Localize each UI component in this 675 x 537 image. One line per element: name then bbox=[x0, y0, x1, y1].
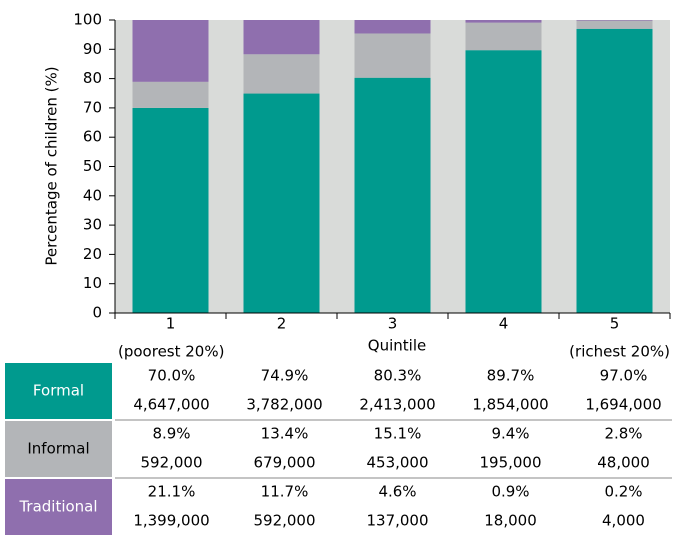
table-percent: 0.9% bbox=[491, 483, 529, 501]
table-count: 4,647,000 bbox=[133, 396, 209, 414]
table-count: 592,000 bbox=[253, 512, 315, 530]
y-tick-label: 70 bbox=[83, 98, 102, 116]
bar-segment bbox=[576, 20, 653, 21]
bar-segment bbox=[243, 20, 320, 55]
bar-segment bbox=[243, 93, 320, 313]
y-axis-label: Percentage of children (%) bbox=[43, 66, 61, 265]
bar-segment bbox=[576, 28, 653, 313]
y-tick-label: 100 bbox=[73, 11, 102, 29]
table-count: 1,694,000 bbox=[585, 396, 661, 414]
legend-swatch bbox=[5, 421, 112, 477]
x-tick-label: 4 bbox=[499, 315, 509, 333]
table-count: 3,782,000 bbox=[246, 396, 322, 414]
y-tick-label: 10 bbox=[83, 274, 102, 292]
legend-swatch bbox=[5, 363, 112, 419]
x-tick-label: 3 bbox=[388, 315, 398, 333]
table-count: 592,000 bbox=[140, 454, 202, 472]
x-axis-label: Quintile bbox=[368, 337, 426, 355]
legend-label: Informal bbox=[27, 440, 89, 458]
table-percent: 9.4% bbox=[491, 425, 529, 443]
table-count: 679,000 bbox=[253, 454, 315, 472]
table-count: 4,000 bbox=[602, 512, 645, 530]
bar-segment bbox=[354, 20, 431, 34]
bar-segment bbox=[354, 33, 431, 78]
bar-segment bbox=[354, 77, 431, 313]
x-tick-label: 1 bbox=[166, 315, 176, 333]
legend-label: Formal bbox=[33, 382, 84, 400]
table-count: 2,413,000 bbox=[359, 396, 435, 414]
table-count: 195,000 bbox=[479, 454, 541, 472]
bar-segment bbox=[465, 50, 542, 313]
bar-segment bbox=[465, 20, 542, 23]
y-tick-label: 20 bbox=[83, 245, 102, 263]
table-count: 1,399,000 bbox=[133, 512, 209, 530]
table-percent: 15.1% bbox=[374, 425, 422, 443]
table-count: 48,000 bbox=[597, 454, 650, 472]
table-percent: 80.3% bbox=[374, 367, 422, 385]
legend-label: Traditional bbox=[18, 498, 97, 516]
table-percent: 2.8% bbox=[604, 425, 642, 443]
bar-segment bbox=[243, 54, 320, 94]
x-tick-label: 2 bbox=[277, 315, 287, 333]
table-percent: 70.0% bbox=[148, 367, 196, 385]
x-tick-note: (poorest 20%) bbox=[118, 343, 224, 361]
table-count: 137,000 bbox=[366, 512, 428, 530]
table-percent: 8.9% bbox=[152, 425, 190, 443]
table-percent: 74.9% bbox=[261, 367, 309, 385]
table-percent: 13.4% bbox=[261, 425, 309, 443]
bar-segment bbox=[132, 81, 209, 108]
table-percent: 21.1% bbox=[148, 483, 196, 501]
table-count: 1,854,000 bbox=[472, 396, 548, 414]
legend-swatch bbox=[5, 479, 112, 535]
table-count: 18,000 bbox=[484, 512, 537, 530]
y-tick-label: 40 bbox=[83, 186, 102, 204]
bar-segment bbox=[576, 20, 653, 29]
y-tick-label: 90 bbox=[83, 40, 102, 58]
bar-segment bbox=[132, 20, 209, 82]
table-count: 453,000 bbox=[366, 454, 428, 472]
y-tick-label: 0 bbox=[92, 304, 102, 322]
y-tick-label: 80 bbox=[83, 69, 102, 87]
table-percent: 0.2% bbox=[604, 483, 642, 501]
x-tick-label: 5 bbox=[610, 315, 620, 333]
x-tick-note: (richest 20%) bbox=[569, 343, 670, 361]
table-percent: 11.7% bbox=[261, 483, 309, 501]
bar-segment bbox=[465, 22, 542, 51]
table-percent: 4.6% bbox=[378, 483, 416, 501]
y-tick-label: 60 bbox=[83, 128, 102, 146]
table-percent: 97.0% bbox=[600, 367, 648, 385]
table-percent: 89.7% bbox=[487, 367, 535, 385]
y-tick-label: 30 bbox=[83, 216, 102, 234]
y-tick-label: 50 bbox=[83, 157, 102, 175]
bar-segment bbox=[132, 107, 209, 314]
